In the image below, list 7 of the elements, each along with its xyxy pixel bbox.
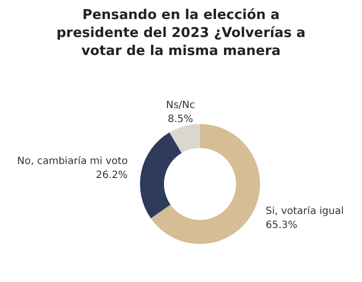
data-label: 26.2% (96, 170, 128, 181)
slice-label: Si, votaría igual (266, 206, 344, 217)
slice-label: No, cambiaría mi voto (17, 156, 128, 167)
chart-title: Pensando en la elección a presidente del 2023 ¿Volverías a votar de la misma manera (56, 6, 306, 60)
slice-label: Ns/Nc (166, 100, 195, 112)
data-label: 8.5% (168, 114, 194, 126)
data-label: 65.3% (266, 220, 298, 231)
